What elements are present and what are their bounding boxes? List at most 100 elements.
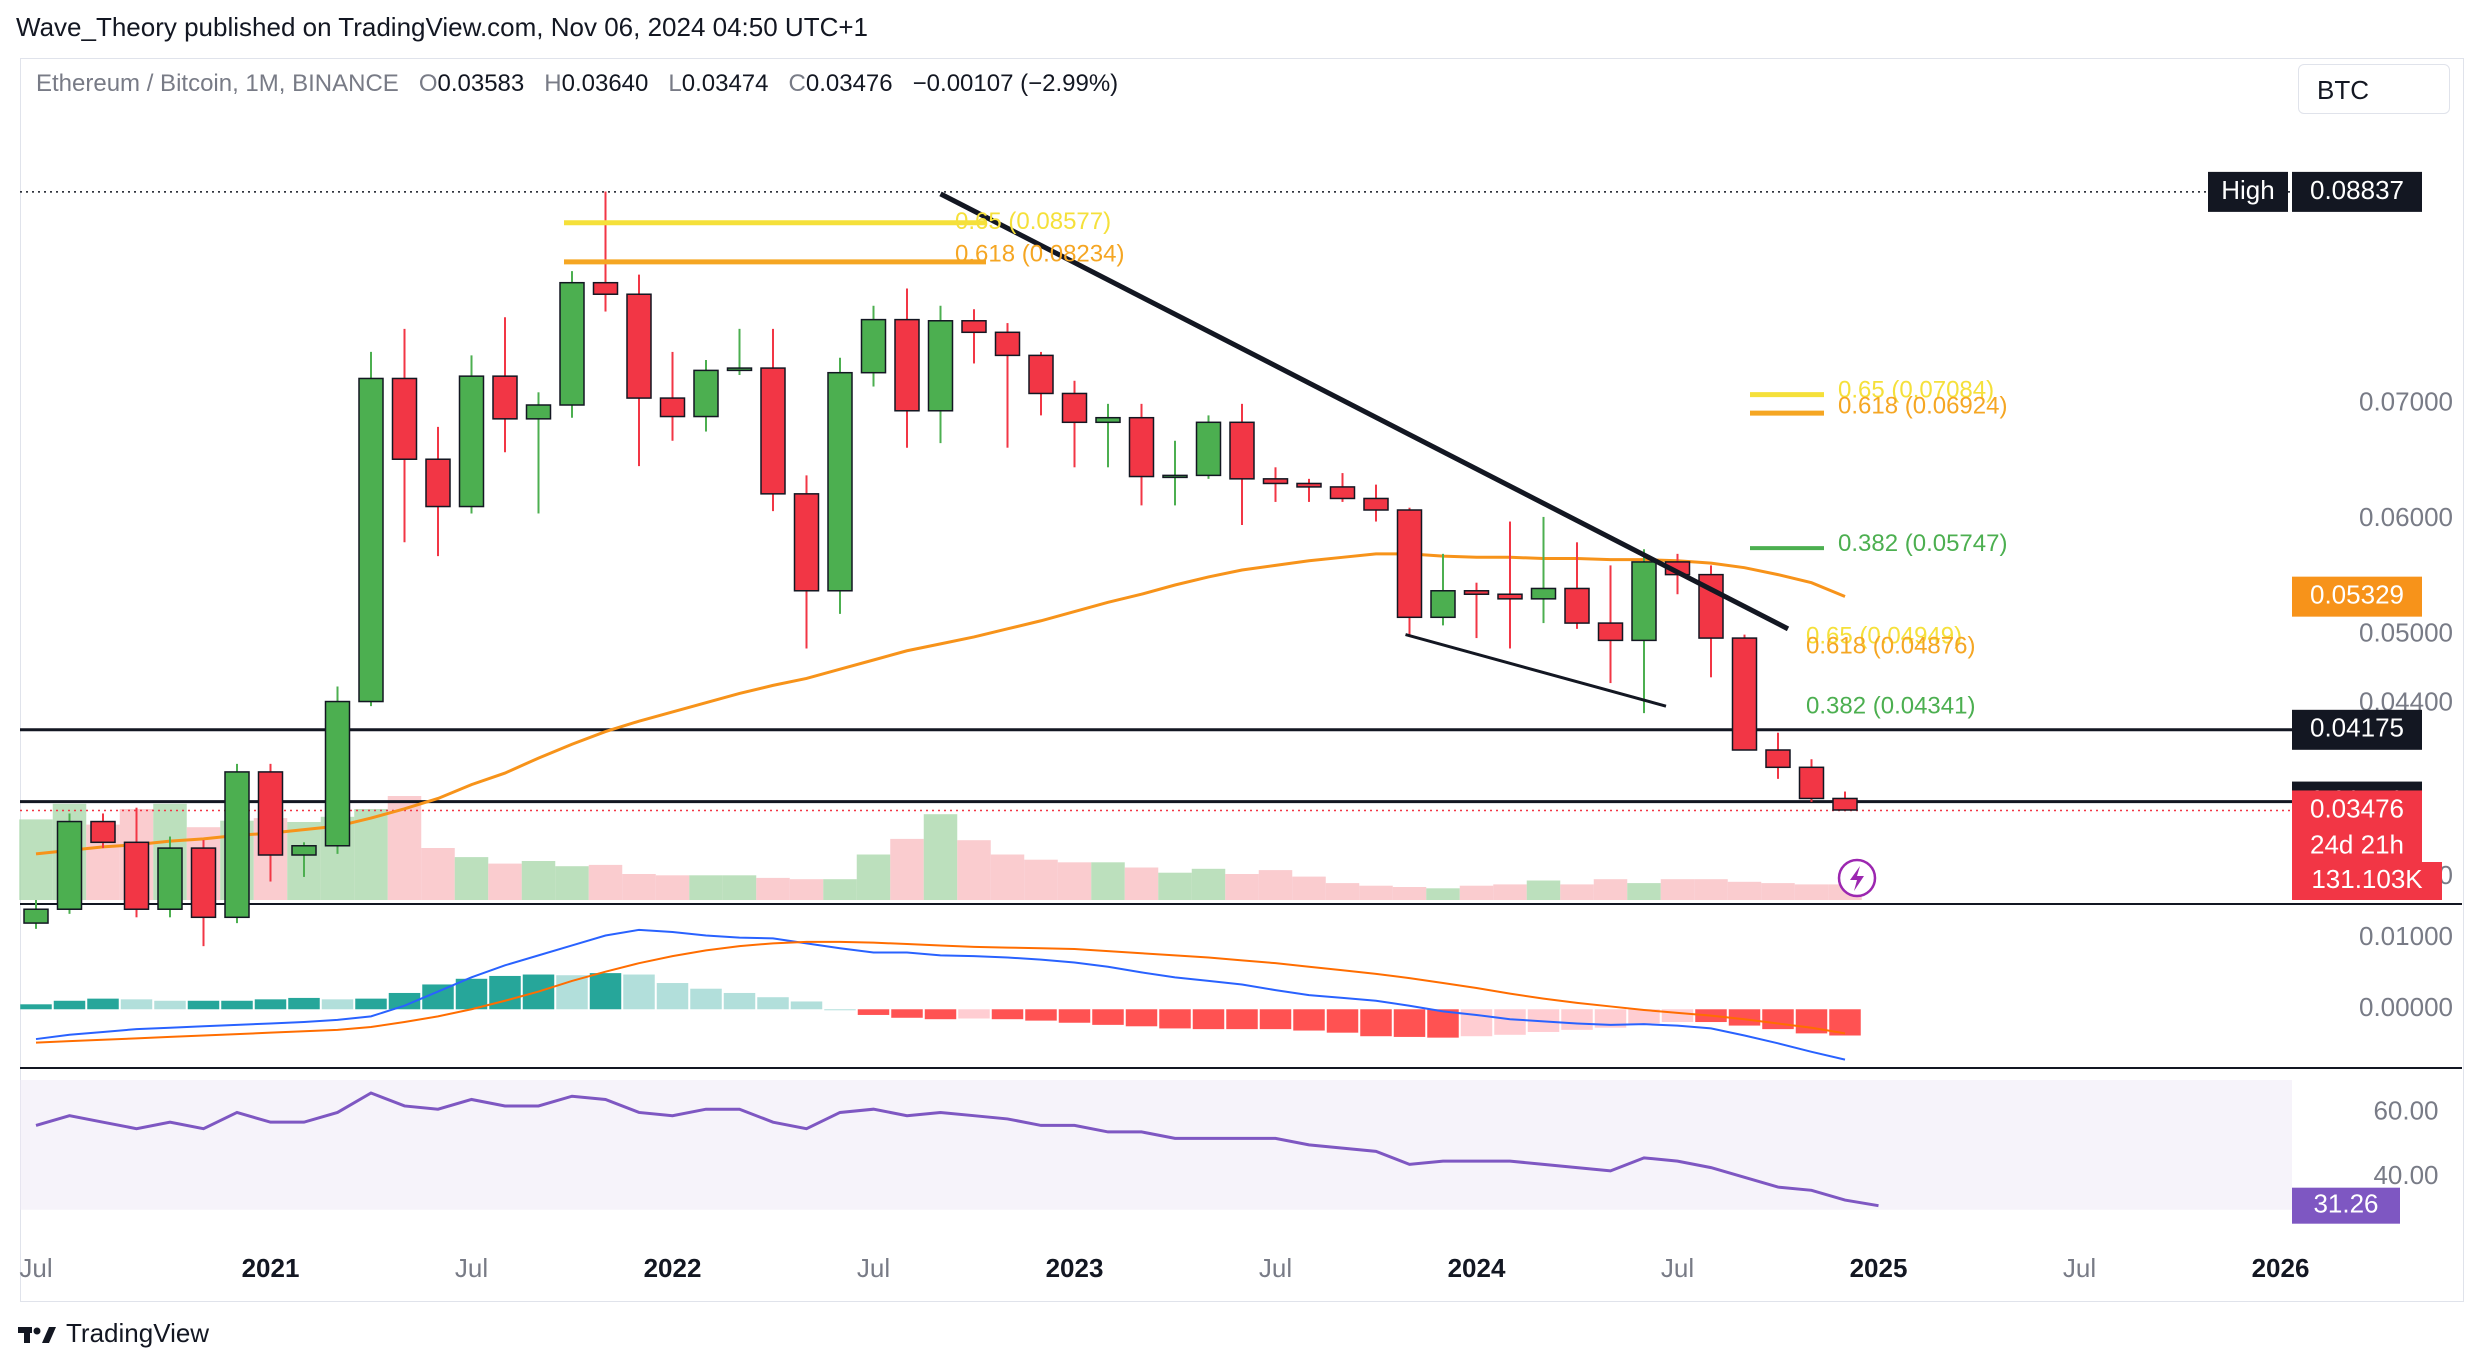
candle[interactable] xyxy=(793,493,820,592)
candle[interactable] xyxy=(90,820,116,844)
volume-badge-bg xyxy=(2292,862,2442,900)
time-axis-tick: 2025 xyxy=(1850,1253,1908,1283)
candle[interactable] xyxy=(157,847,183,910)
macd-histogram-bar xyxy=(656,983,689,1010)
candle[interactable] xyxy=(1363,497,1389,511)
macd-histogram-bar xyxy=(455,978,488,1010)
time-axis-tick: Jul xyxy=(1661,1253,1694,1283)
candle[interactable] xyxy=(324,700,351,847)
currency-button[interactable]: BTC xyxy=(2298,64,2450,114)
volume-bar xyxy=(421,848,455,900)
fib-label-0618-top: 0.618 (0.08234) xyxy=(955,240,1124,267)
candle[interactable] xyxy=(659,397,686,418)
candle[interactable] xyxy=(56,820,83,910)
candle[interactable] xyxy=(23,908,49,924)
candle[interactable] xyxy=(994,331,1021,357)
candle[interactable] xyxy=(760,367,786,495)
candle[interactable] xyxy=(123,841,150,910)
tradingview-brand-label: TradingView xyxy=(66,1318,210,1348)
candle[interactable] xyxy=(525,404,552,420)
candle[interactable] xyxy=(1731,637,1758,751)
close-label: C xyxy=(788,70,806,97)
volume-bar xyxy=(354,809,388,900)
volume-bar xyxy=(588,864,623,900)
volume-bar xyxy=(1560,884,1594,900)
rsi-band xyxy=(20,1080,2292,1210)
last-price-badge: 0.03476 xyxy=(2310,793,2404,823)
symbol-label[interactable]: Ethereum / Bitcoin, 1M, BINANCE xyxy=(36,70,399,97)
candle[interactable] xyxy=(291,845,317,856)
candle[interactable] xyxy=(1061,392,1088,424)
candle[interactable] xyxy=(726,367,753,372)
candle[interactable] xyxy=(1396,509,1423,619)
candle[interactable] xyxy=(1229,421,1255,480)
candle[interactable] xyxy=(894,318,920,412)
candle[interactable] xyxy=(358,377,384,703)
low-value: 0.03474 xyxy=(681,70,769,97)
ma-value-badge-bg xyxy=(2292,576,2422,617)
volume-bar xyxy=(990,854,1025,900)
candle[interactable] xyxy=(1765,749,1791,769)
volume-bar xyxy=(689,875,723,900)
candle[interactable] xyxy=(1262,478,1289,485)
volume-bar xyxy=(1694,879,1728,900)
candle[interactable] xyxy=(1430,590,1456,619)
tradingview-brand[interactable]: TradingView xyxy=(18,1318,209,1349)
candle[interactable] xyxy=(927,320,954,412)
candle[interactable] xyxy=(1296,482,1322,488)
volume-bar xyxy=(1359,885,1393,900)
candle[interactable] xyxy=(391,377,418,460)
open-label: O xyxy=(418,70,438,97)
candle[interactable] xyxy=(425,458,451,508)
candle[interactable] xyxy=(1798,766,1825,800)
fib-label-065-low: 0.65 (0.04949) xyxy=(1806,622,1962,649)
candle[interactable] xyxy=(693,369,719,418)
candle[interactable] xyxy=(626,293,652,399)
volume-bar xyxy=(555,866,589,900)
candle[interactable] xyxy=(458,375,485,508)
candle[interactable] xyxy=(492,375,518,420)
macd-histogram-bar xyxy=(254,999,287,1010)
candle[interactable] xyxy=(827,371,853,592)
volume-bar xyxy=(722,875,757,900)
candle[interactable] xyxy=(224,771,250,919)
candle[interactable] xyxy=(1564,587,1590,624)
candle[interactable] xyxy=(257,771,284,856)
volume-bar xyxy=(655,875,690,900)
volume-bar xyxy=(1158,872,1192,900)
time-axis-tick: Jul xyxy=(455,1253,488,1283)
macd-histogram-bar xyxy=(857,1009,890,1015)
volume-bar xyxy=(1091,862,1125,900)
candle[interactable] xyxy=(1497,593,1523,600)
candle[interactable] xyxy=(1463,590,1490,595)
candle[interactable] xyxy=(559,281,585,406)
candle[interactable] xyxy=(1128,416,1155,478)
candle[interactable] xyxy=(1631,561,1657,642)
candle[interactable] xyxy=(1832,797,1858,811)
price-axis-tick: 0.05000 xyxy=(2359,617,2453,647)
volume-bar xyxy=(521,861,556,900)
candle[interactable] xyxy=(1329,486,1356,500)
candle[interactable] xyxy=(1597,622,1624,642)
candle[interactable] xyxy=(1530,587,1557,600)
volume-bar xyxy=(1225,874,1259,900)
candle[interactable] xyxy=(1195,421,1222,477)
volume-bar xyxy=(622,874,656,900)
candle[interactable] xyxy=(1095,416,1121,424)
candle[interactable] xyxy=(1028,354,1054,395)
macd-histogram-bar xyxy=(1494,1009,1526,1035)
fib-label-0618-mid: 0.618 (0.06924) xyxy=(1838,393,2007,420)
tradingview-logo-icon xyxy=(18,1326,56,1343)
candle[interactable] xyxy=(592,281,619,295)
macd-histogram-bar xyxy=(623,974,655,1010)
candle[interactable] xyxy=(190,847,217,919)
rsi-badge-bg xyxy=(2292,1187,2400,1224)
macd-histogram-bar xyxy=(723,992,756,1010)
volume-bar xyxy=(789,879,824,900)
macd-histogram-bar xyxy=(790,1001,823,1010)
candle[interactable] xyxy=(961,320,987,334)
macd-signal-line xyxy=(35,940,1846,1044)
candle[interactable] xyxy=(860,318,887,374)
candle[interactable] xyxy=(1162,474,1188,479)
